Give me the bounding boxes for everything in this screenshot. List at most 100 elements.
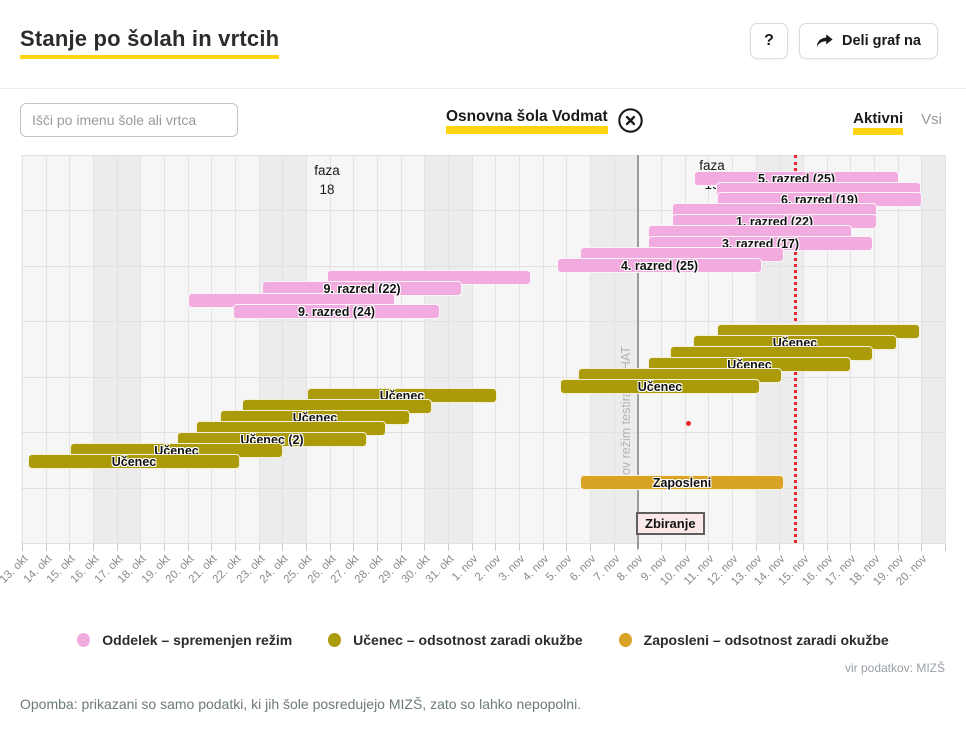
axis-tick xyxy=(140,543,142,551)
gridline-v xyxy=(282,155,284,543)
remove-filter-button[interactable] xyxy=(617,107,644,134)
axis-tick xyxy=(258,543,260,551)
help-button[interactable]: ? xyxy=(750,23,788,59)
legend-item-ucenec[interactable]: Učenec – odsotnost zaradi okužbe xyxy=(328,632,583,648)
gridline-v xyxy=(353,155,355,543)
axis-tick xyxy=(93,543,94,551)
page-title: Stanje po šolah in vrtcih xyxy=(20,26,280,59)
axis-tick xyxy=(448,543,449,551)
gridline-h xyxy=(21,377,946,378)
school-filter-label: Osnovna šola Vodmat xyxy=(446,108,608,134)
weekend-stripe xyxy=(258,155,283,543)
gantt-bar[interactable]: Zaposleni xyxy=(580,475,784,490)
axis-tick xyxy=(116,543,118,551)
tab-vsi[interactable]: Vsi xyxy=(921,111,942,128)
gridline-v xyxy=(921,155,923,543)
gridline-v xyxy=(613,155,615,543)
axis-tick xyxy=(897,543,899,551)
axis-tick xyxy=(708,543,710,551)
gridline-v xyxy=(400,155,402,543)
axis-tick xyxy=(590,543,591,551)
legend-item-zaposleni[interactable]: Zaposleni – odsotnost zaradi okužbe xyxy=(618,632,889,648)
gantt-bar-label: 4. razred (25) xyxy=(620,259,699,273)
gray-event-line xyxy=(637,155,639,549)
gridline-v xyxy=(69,155,71,543)
axis-tick xyxy=(400,543,402,551)
axis-tick xyxy=(661,543,662,551)
gantt-bar[interactable]: 9. razred (24) xyxy=(233,304,440,319)
axis-tick xyxy=(471,543,473,551)
gridline-h xyxy=(21,155,946,156)
gridline-v xyxy=(495,155,497,543)
view-tabs: Aktivni Vsi xyxy=(853,110,942,135)
gantt-bar-label: Učenec xyxy=(637,380,683,394)
axis-tick xyxy=(613,543,615,551)
gridline-v xyxy=(235,155,236,543)
legend-item-oddelek[interactable]: Oddelek – spremenjen režim xyxy=(77,632,292,648)
legend-label: Oddelek – spremenjen režim xyxy=(102,632,293,648)
pink-dot-icon xyxy=(77,633,91,647)
red-marker-dot xyxy=(686,421,691,426)
axis-tick xyxy=(329,543,331,551)
gridline-v xyxy=(519,155,520,543)
gridline-h xyxy=(21,543,946,544)
tab-aktivni[interactable]: Aktivni xyxy=(853,110,904,135)
gantt-bar[interactable]: Učenec xyxy=(28,454,240,469)
gridline-h xyxy=(21,432,946,433)
gridline-h xyxy=(21,488,946,489)
share-button[interactable]: Deli graf na xyxy=(799,23,938,59)
weekend-stripe xyxy=(116,155,141,543)
axis-tick xyxy=(353,543,355,551)
header-divider xyxy=(0,88,966,89)
axis-tick xyxy=(826,543,828,551)
orange-dot-icon xyxy=(618,633,632,647)
phase-annotation: faza 18 xyxy=(314,163,340,197)
gridline-v xyxy=(542,155,544,543)
axis-tick xyxy=(282,543,284,551)
axis-tick xyxy=(732,543,733,551)
data-source-note: vir podatkov: MIZŠ xyxy=(844,661,945,675)
legend-label: Učenec – odsotnost zaradi okužbe xyxy=(353,632,583,648)
gantt-chart: 13. okt 14. okt 15. okt 16. okt 17. okt 18. o… xyxy=(0,155,966,610)
axis-tick xyxy=(684,543,686,551)
gridline-h xyxy=(21,210,946,211)
gridline-v xyxy=(424,155,426,543)
search-input[interactable] xyxy=(20,103,238,137)
axis-tick xyxy=(424,543,426,551)
axis-tick xyxy=(803,543,804,551)
gridline-v xyxy=(140,155,142,543)
axis-tick xyxy=(566,543,568,551)
axis-tick xyxy=(850,543,852,551)
gantt-bar[interactable]: Učenec xyxy=(560,379,760,394)
gridline-v xyxy=(897,155,899,543)
axis-tick xyxy=(377,543,378,551)
axis-tick xyxy=(921,543,923,551)
gridline-v xyxy=(116,155,118,543)
axis-tick xyxy=(495,543,497,551)
zbiranje-annotation: Zbiranje xyxy=(636,512,705,535)
axis-tick xyxy=(187,543,189,551)
weekend-stripe xyxy=(921,155,945,543)
school-filter-chip: Osnovna šola Vodmat xyxy=(446,107,644,134)
gridline-v xyxy=(566,155,568,543)
axis-tick xyxy=(755,543,757,551)
weekend-stripe xyxy=(93,155,117,543)
axis-tick xyxy=(69,543,71,551)
weekend-stripe xyxy=(282,155,306,543)
olive-dot-icon xyxy=(328,633,342,647)
gridline-v xyxy=(258,155,260,543)
gridline-v xyxy=(448,155,449,543)
gantt-bar[interactable]: 4. razred (25) xyxy=(557,258,762,273)
gridline-v xyxy=(329,155,331,543)
legend-label: Zaposleni – odsotnost zaradi okužbe xyxy=(643,632,889,648)
axis-tick xyxy=(779,543,781,551)
axis-tick xyxy=(945,543,946,551)
gantt-bar-label: Zaposleni xyxy=(652,476,712,490)
gridline-v xyxy=(945,155,946,543)
axis-tick xyxy=(22,543,23,551)
gridline-h xyxy=(21,266,946,267)
weekend-stripe xyxy=(424,155,448,543)
gridline-v xyxy=(187,155,189,543)
axis-tick xyxy=(211,543,213,551)
